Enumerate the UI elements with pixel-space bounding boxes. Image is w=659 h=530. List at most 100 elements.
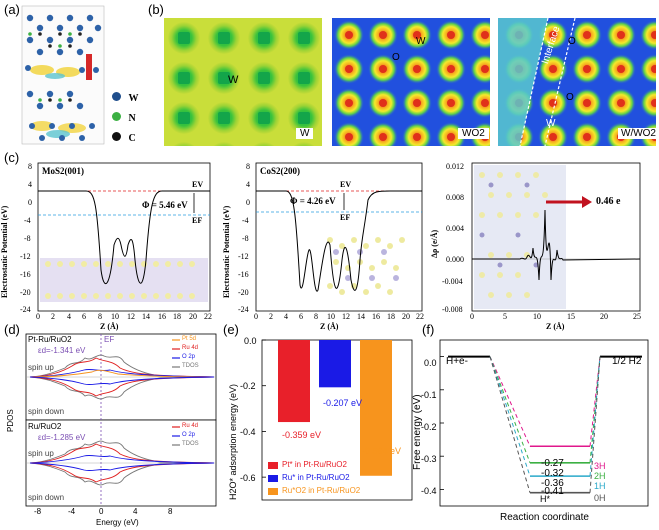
legend-c-label: C bbox=[128, 133, 136, 144]
map-interface-corner-label: W/WO2 bbox=[618, 128, 659, 139]
pdos-legend-tdos: TDOS bbox=[182, 363, 199, 369]
panel-label-c: (c) bbox=[4, 150, 20, 165]
cos2-title: CoS2(200) bbox=[260, 166, 300, 176]
legend-w: W bbox=[112, 88, 138, 106]
mos2-xtick: 22 bbox=[204, 312, 212, 321]
pdos-xtick: -8 bbox=[34, 507, 42, 516]
legend-swatch-ru bbox=[268, 475, 278, 482]
free-energy-frame bbox=[439, 339, 649, 507]
free-energy-ytick: -0.1 bbox=[421, 390, 437, 400]
mos2-ytick: 0 bbox=[28, 198, 32, 207]
pdos-bottom-title: Ru/RuO2 bbox=[28, 422, 62, 431]
pdos-legend-o2p: O 2p bbox=[182, 354, 196, 360]
free-energy-connector bbox=[589, 356, 601, 447]
pdos-xlabel: Energy (eV) bbox=[96, 518, 139, 527]
charge-ytick: -0.008 bbox=[442, 305, 463, 314]
panel-label-d: (d) bbox=[4, 322, 20, 337]
pdos-legend-ru4d: Ru 4d bbox=[182, 345, 199, 351]
n-atom-icon bbox=[112, 112, 121, 122]
panel-label-e: (e) bbox=[223, 322, 239, 337]
pdos-bottom-legend-tdos: TDOS bbox=[182, 441, 199, 447]
cos2-ytick: -16 bbox=[238, 270, 249, 279]
pdos-bottom-legend-ru4d: Ru 4d bbox=[182, 423, 199, 429]
mos2-xtick: 16 bbox=[158, 312, 166, 321]
charge-xlabel: Z (Å) bbox=[546, 322, 565, 331]
map-wo2-atom-w: W bbox=[416, 36, 426, 47]
level-name-2h: 2H bbox=[594, 471, 606, 481]
adsorption-bar bbox=[360, 340, 392, 476]
legend-c: C bbox=[112, 128, 136, 146]
cos2-xtick: 6 bbox=[299, 312, 303, 321]
bar-label-ruo2: -0.594 eV bbox=[362, 446, 402, 456]
mos2-title: MoS2(001) bbox=[42, 166, 84, 176]
legend-pt: Pt* in Pt-Ru/RuO2 bbox=[282, 460, 347, 469]
pdos-bottom-ed: εd=-1.285 eV bbox=[38, 433, 86, 442]
panel-label-b: (b) bbox=[148, 2, 164, 17]
cos2-xtick: 20 bbox=[402, 312, 410, 321]
pdos-xtick: -4 bbox=[68, 507, 76, 516]
mos2-xtick: 4 bbox=[67, 312, 71, 321]
adsorption-ytick: -0.6 bbox=[240, 473, 256, 483]
cos2-ef: EF bbox=[340, 213, 351, 222]
slab-model bbox=[20, 5, 110, 146]
cos2-xtick: 18 bbox=[387, 312, 395, 321]
mos2-xtick: 10 bbox=[111, 312, 119, 321]
cos2-xtick: 12 bbox=[342, 312, 350, 321]
legend-ruo2: Ru*O2 in Pt-Ru/RuO2 bbox=[282, 486, 361, 495]
cos2-ev: EV bbox=[340, 180, 352, 189]
pdos-bottom-spin-up: spin up bbox=[28, 449, 54, 458]
mos2-xtick: 6 bbox=[82, 312, 86, 321]
pdos-top-ed: εd=-1.341 eV bbox=[38, 346, 86, 355]
cos2-ytick: -12 bbox=[238, 252, 249, 261]
bar-label-pt: -0.359 eV bbox=[282, 430, 322, 440]
mos2-ytick: 8 bbox=[28, 162, 32, 171]
elf-maps bbox=[164, 17, 656, 147]
mos2-ytick: 4 bbox=[28, 180, 32, 189]
level-name-0h: 0H bbox=[594, 493, 606, 503]
cos2-ytick: 4 bbox=[246, 180, 250, 189]
level-value-0h: -0.41 bbox=[541, 486, 564, 497]
pdos-top-title: Pt-Ru/RuO2 bbox=[28, 335, 72, 344]
free-energy-ytick: -0.2 bbox=[421, 422, 437, 432]
mos2-phi: Φ = 5.46 eV bbox=[142, 200, 188, 210]
panel-label-a: (a) bbox=[4, 2, 20, 17]
mos2-xtick: 8 bbox=[98, 312, 102, 321]
map-wo2-corner-label: WO2 bbox=[458, 128, 489, 139]
pdos-bottom-spin-down: spin down bbox=[28, 493, 65, 502]
cos2-phi: Φ = 4.26 eV bbox=[290, 196, 336, 206]
charge-xtick: 15 bbox=[567, 312, 575, 321]
cos2-xtick: 14 bbox=[357, 312, 365, 321]
level-value-1h: -0.36 bbox=[541, 478, 564, 489]
mos2-ytick: -16 bbox=[20, 270, 31, 279]
free-energy-connector bbox=[589, 356, 601, 477]
map-wo2-atom-o: O bbox=[392, 52, 400, 63]
mos2-xtick: 18 bbox=[173, 312, 181, 321]
free-energy-ytick: -0.4 bbox=[421, 486, 437, 496]
level-name-1h: 1H bbox=[594, 481, 606, 491]
pdos-top-spin-down: spin down bbox=[28, 407, 65, 416]
w-atom-icon bbox=[112, 92, 121, 102]
mos2-ytick: -20 bbox=[20, 288, 31, 297]
mos2-xtick: 12 bbox=[127, 312, 135, 321]
legend-n: N bbox=[112, 108, 136, 126]
charge-transfer-annotation: 0.46 e bbox=[596, 196, 621, 207]
map-w-atom-w: W bbox=[228, 74, 239, 86]
elf-map-wo2 bbox=[332, 18, 490, 146]
charge-xtick: 20 bbox=[600, 312, 608, 321]
legend-swatch-ruo2 bbox=[268, 488, 278, 495]
free-energy-connector bbox=[489, 356, 531, 447]
map-int-atom-o2: O bbox=[566, 92, 574, 103]
elf-map-w bbox=[164, 18, 322, 146]
mos2-ytick: -12 bbox=[20, 252, 31, 261]
level-value-2h: -0.32 bbox=[541, 468, 564, 479]
adsorption-bar bbox=[319, 340, 351, 388]
charge-xtick: 5 bbox=[503, 312, 507, 321]
level-name-3h: 3H bbox=[594, 461, 606, 471]
cos2-ytick: -4 bbox=[242, 216, 249, 225]
cos2-xtick: 2 bbox=[269, 312, 273, 321]
pdos-bottom-legend-o2p: O 2p bbox=[182, 432, 196, 438]
cos2-xtick: 0 bbox=[254, 312, 258, 321]
mos2-xtick: 20 bbox=[189, 312, 197, 321]
atom-legend: W N C bbox=[112, 88, 152, 148]
